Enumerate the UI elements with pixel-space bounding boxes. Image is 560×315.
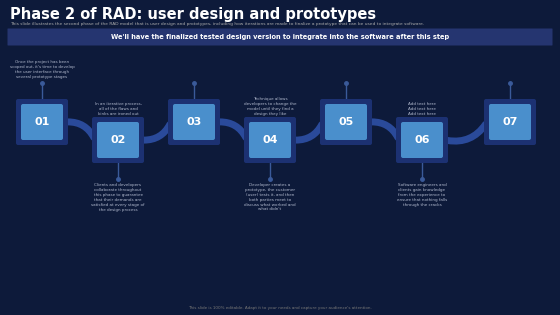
Text: This slide illustrates the second phase of the RAD model that is user design and: This slide illustrates the second phase … [10, 22, 424, 26]
Text: Developer creates a
prototype, the customer
(user) tests it, and then
both parti: Developer creates a prototype, the custo… [244, 183, 296, 211]
FancyBboxPatch shape [325, 104, 367, 140]
Text: 05: 05 [338, 117, 353, 127]
FancyBboxPatch shape [244, 117, 296, 163]
Text: 01: 01 [34, 117, 50, 127]
FancyBboxPatch shape [168, 99, 220, 145]
FancyBboxPatch shape [97, 122, 139, 158]
Text: This slide is 100% editable. Adapt it to your needs and capture your audience's : This slide is 100% editable. Adapt it to… [188, 306, 372, 310]
Text: Phase 2 of RAD: user design and prototypes: Phase 2 of RAD: user design and prototyp… [10, 7, 376, 22]
Text: Clients and developers
collaborate throughout
this phase to guarantee
that their: Clients and developers collaborate throu… [91, 183, 144, 211]
FancyBboxPatch shape [249, 122, 291, 158]
FancyBboxPatch shape [489, 104, 531, 140]
FancyBboxPatch shape [401, 122, 443, 158]
Text: In an iterative process,
all of the flaws and
kinks are ironed out: In an iterative process, all of the flaw… [95, 102, 142, 116]
FancyBboxPatch shape [21, 104, 63, 140]
Text: 06: 06 [414, 135, 430, 145]
Text: 02: 02 [110, 135, 125, 145]
Text: Software engineers and
clients gain knowledge
from the experience to
ensure that: Software engineers and clients gain know… [397, 183, 447, 207]
Text: 04: 04 [262, 135, 278, 145]
FancyBboxPatch shape [396, 117, 448, 163]
Text: Once the project has been
scoped out, it's time to develop
the user interface th: Once the project has been scoped out, it… [10, 60, 74, 79]
FancyBboxPatch shape [7, 28, 553, 45]
Text: 03: 03 [186, 117, 202, 127]
FancyBboxPatch shape [16, 99, 68, 145]
Text: Add text here
Add text here
Add text here: Add text here Add text here Add text her… [408, 102, 436, 116]
Text: We'll have the finalized tested design version to integrate into the software af: We'll have the finalized tested design v… [111, 34, 449, 40]
FancyBboxPatch shape [320, 99, 372, 145]
FancyBboxPatch shape [92, 117, 144, 163]
Text: 07: 07 [502, 117, 517, 127]
FancyBboxPatch shape [173, 104, 215, 140]
Text: Technique allows
developers to change the
model until they find a
design they li: Technique allows developers to change th… [244, 97, 296, 116]
FancyBboxPatch shape [484, 99, 536, 145]
